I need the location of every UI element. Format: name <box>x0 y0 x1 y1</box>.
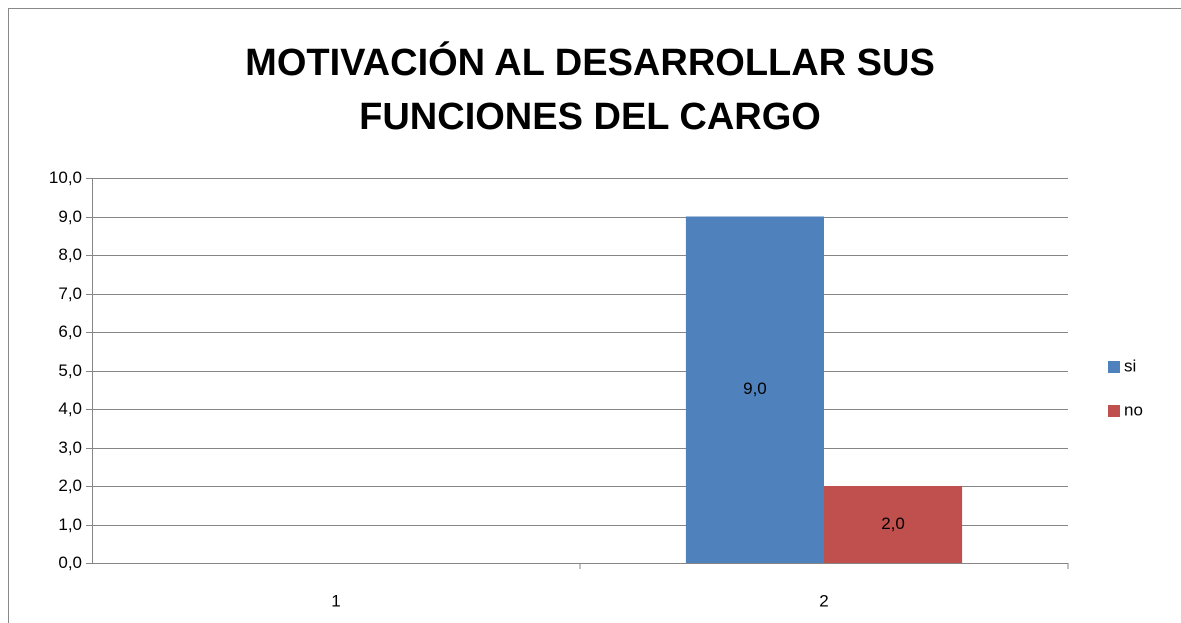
legend-swatch <box>1108 405 1120 417</box>
legend-swatch <box>1108 361 1120 373</box>
chart-border <box>8 8 1181 623</box>
legend-label: no <box>1124 400 1143 419</box>
legend-label: si <box>1124 356 1136 375</box>
bar <box>824 486 963 563</box>
bar <box>685 216 824 563</box>
y-tick-label: 9,0 <box>58 207 82 226</box>
y-tick-label: 1,0 <box>58 515 82 534</box>
y-tick-label: 5,0 <box>58 361 82 380</box>
y-tick-label: 3,0 <box>58 438 82 457</box>
x-tick-label: 2 <box>819 591 828 610</box>
y-tick-label: 7,0 <box>58 284 82 303</box>
y-tick-label: 8,0 <box>58 245 82 264</box>
y-tick-label: 10,0 <box>49 168 82 187</box>
chart-title: MOTIVACIÓN AL DESARROLLAR SUS FUNCIONES … <box>245 42 935 138</box>
data-label: 2,0 <box>881 514 905 533</box>
y-tick-label: 6,0 <box>58 322 82 341</box>
y-tick-label: 0,0 <box>58 553 82 572</box>
y-tick-label: 4,0 <box>58 399 82 418</box>
x-tick-label: 1 <box>331 591 340 610</box>
y-tick-label: 2,0 <box>58 476 82 495</box>
data-label: 9,0 <box>743 379 767 398</box>
